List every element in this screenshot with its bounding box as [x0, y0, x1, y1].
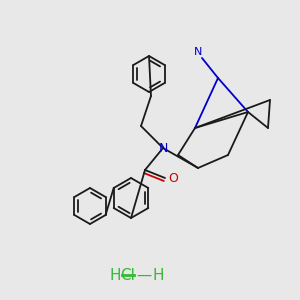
- Text: —: —: [136, 268, 152, 283]
- Text: N: N: [194, 47, 202, 57]
- Text: N: N: [158, 142, 168, 154]
- Text: O: O: [168, 172, 178, 184]
- Text: H: H: [152, 268, 164, 283]
- Text: H: H: [109, 268, 121, 283]
- Text: Cl: Cl: [121, 268, 135, 283]
